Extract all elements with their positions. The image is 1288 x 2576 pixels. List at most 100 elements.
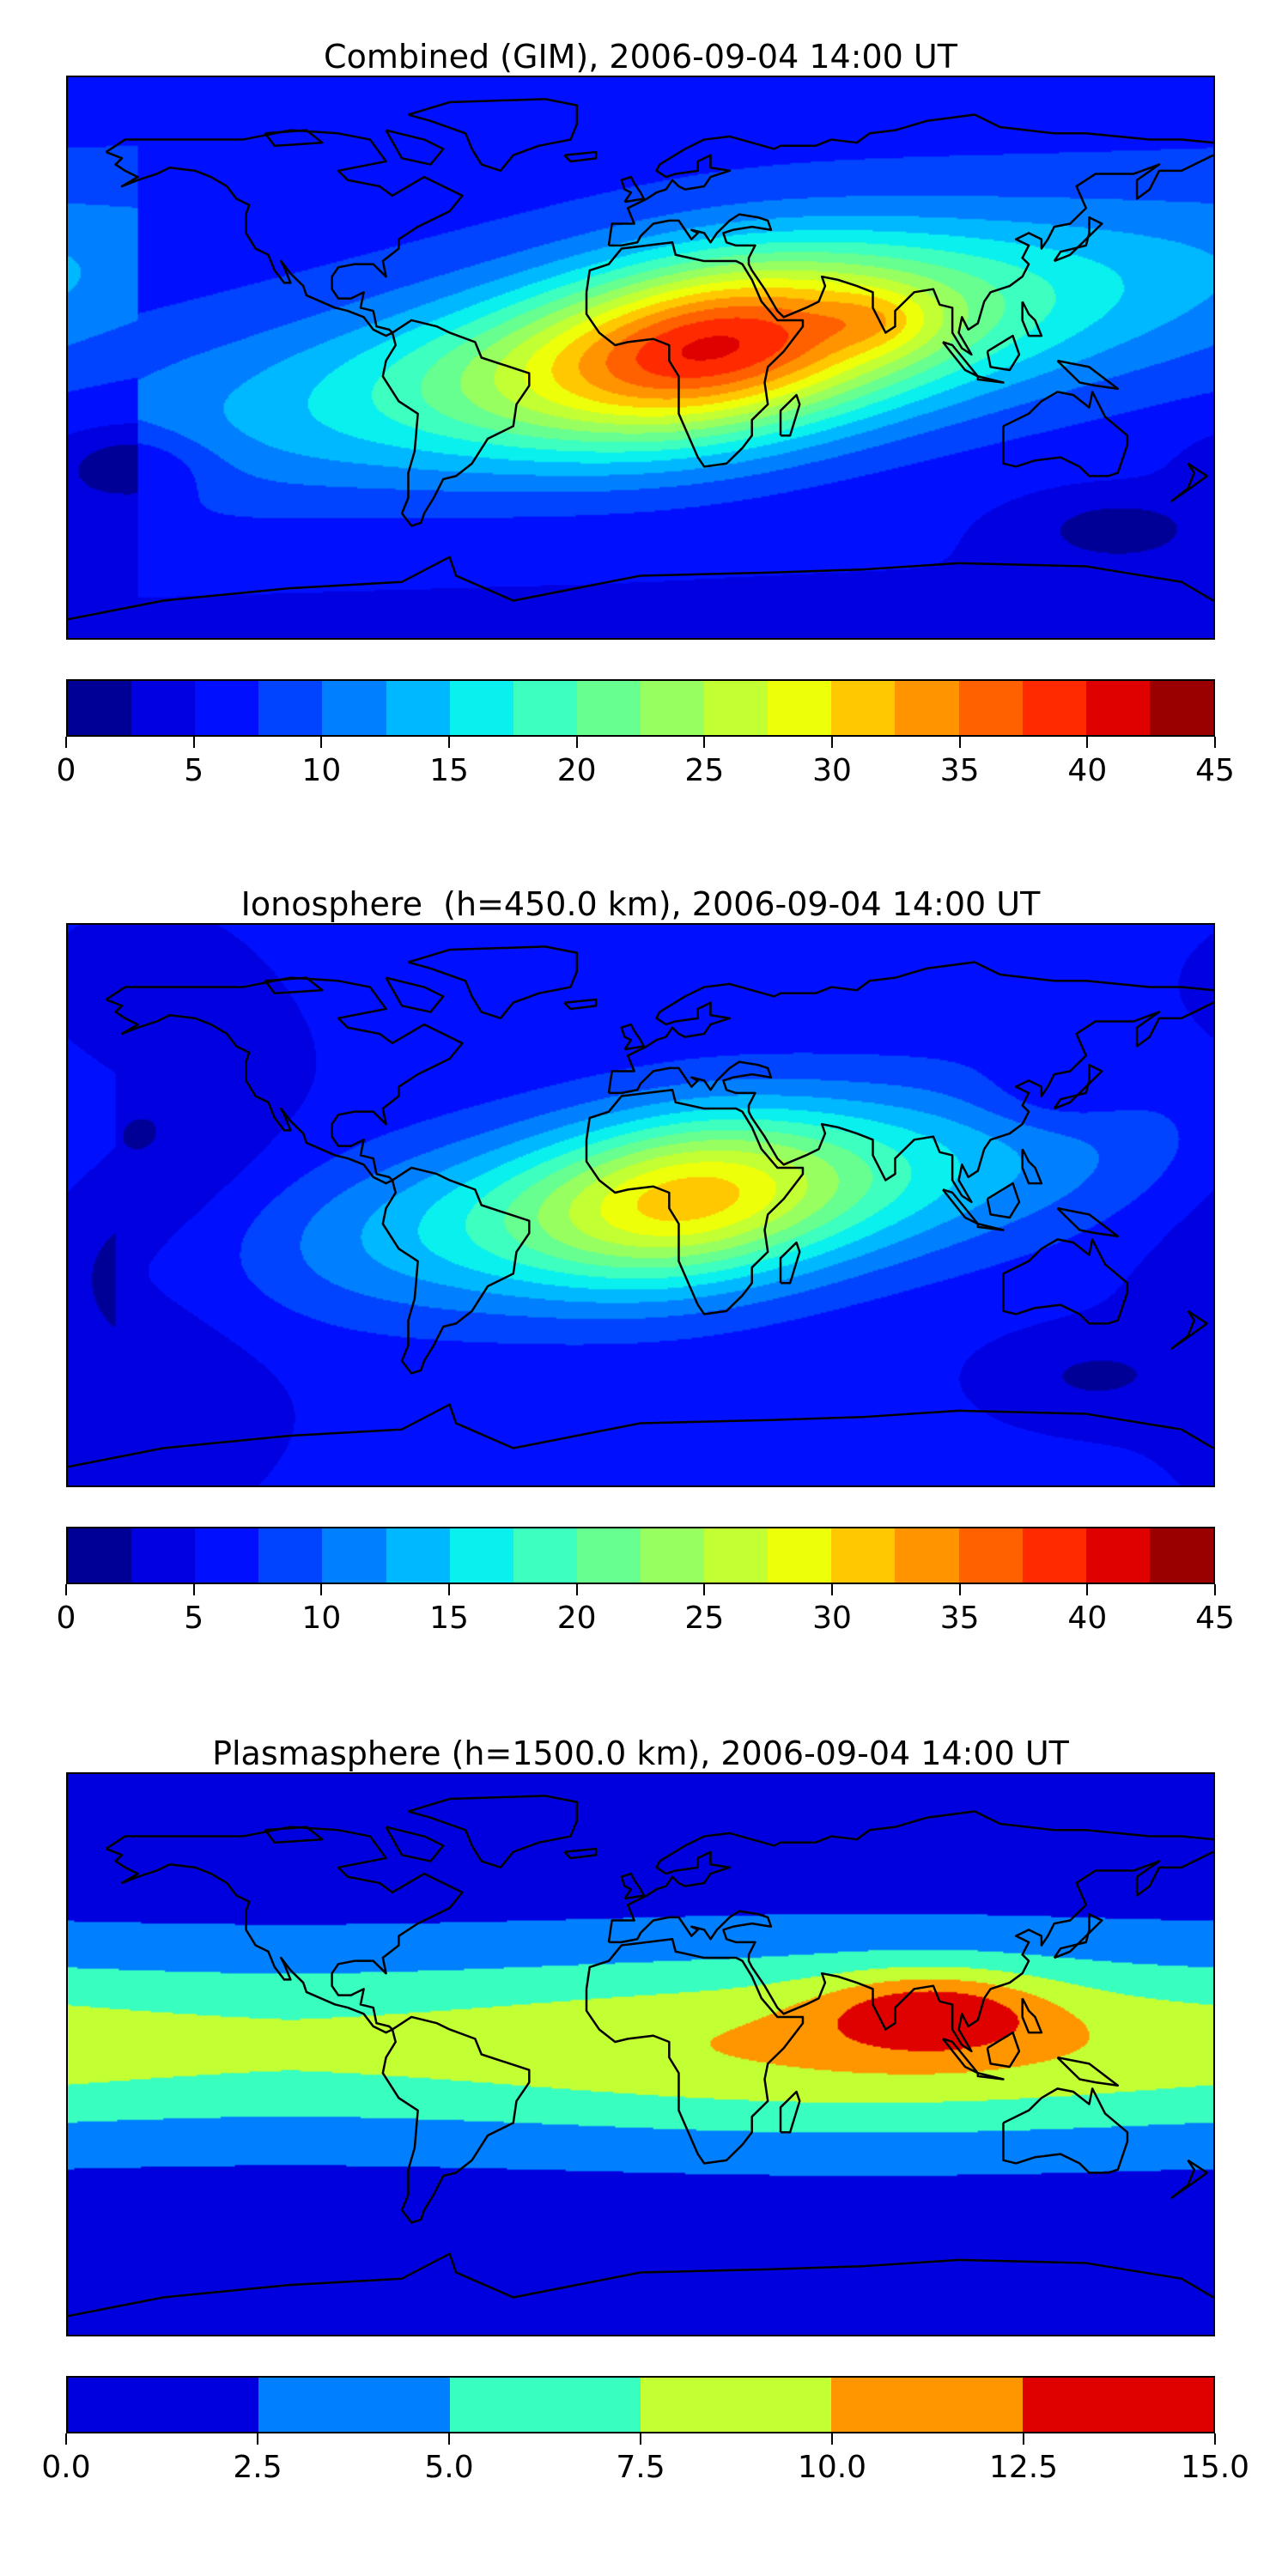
coastline	[609, 115, 1213, 246]
coastline	[609, 1812, 1213, 1942]
colorbar-tick-label: 45	[1195, 1601, 1235, 1636]
coastline	[1172, 1311, 1207, 1349]
coastline	[1172, 464, 1207, 501]
colorbar-tick-label: 25	[684, 1601, 725, 1636]
coastlines	[68, 925, 1213, 1485]
coastline	[622, 177, 644, 202]
ionosphere-panel: Ionosphere (h=450.0 km), 2006-09-04 14:0…	[0, 885, 1288, 1658]
coastline	[68, 557, 1213, 620]
colorbar-segment	[131, 681, 196, 735]
coastline	[386, 978, 444, 1012]
coastline	[586, 1090, 803, 1314]
colorbar-tick-label: 35	[939, 753, 980, 788]
colorbar-segment	[449, 681, 513, 735]
colorbar-segment	[640, 2378, 832, 2432]
coastline	[781, 2092, 799, 2132]
colorbar-segment	[576, 681, 641, 735]
colorbar-segment	[895, 1528, 959, 1583]
coastline	[978, 2073, 1004, 2079]
colorbar-tick-label: 0	[56, 753, 76, 788]
colorbar-tick-label: 12.5	[988, 2450, 1059, 2485]
colorbar-tick-mark	[958, 737, 961, 748]
coastline	[1057, 361, 1117, 389]
colorbar-segment	[258, 2378, 450, 2432]
colorbar	[66, 679, 1215, 737]
coastlines	[68, 77, 1213, 638]
colorbar-tick-mark	[1086, 1584, 1089, 1595]
colorbar-segment	[322, 681, 386, 735]
colorbar-tick-label: 5	[184, 1601, 204, 1636]
colorbar-segment	[68, 1528, 132, 1583]
colorbar-segment	[895, 681, 959, 735]
colorbar-tick-mark	[448, 1584, 450, 1595]
colorbar-tick-mark	[1023, 2433, 1024, 2445]
panel-title: Plasmasphere (h=1500.0 km), 2006-09-04 1…	[212, 1735, 1069, 1772]
colorbar-tick-mark	[575, 737, 578, 748]
colorbar-tick-mark	[703, 737, 706, 748]
colorbar-tick-label: 40	[1067, 1601, 1108, 1636]
panel-title: Combined (GIM), 2006-09-04 14:00 UT	[324, 38, 957, 76]
colorbar-segment	[258, 1528, 323, 1583]
coastline	[68, 2254, 1213, 2317]
colorbar-tick-mark	[831, 1584, 833, 1595]
colorbar-segment	[258, 681, 323, 735]
colorbar-segment	[1149, 681, 1213, 735]
coastline	[609, 155, 1213, 355]
coastline	[68, 1405, 1213, 1467]
coastline	[1057, 1208, 1117, 1236]
tec-map	[66, 923, 1215, 1487]
colorbar-segment	[576, 1528, 641, 1583]
colorbar-segment	[386, 1528, 450, 1583]
colorbar-tick-label: 40	[1067, 753, 1108, 788]
colorbar-tick-label: 45	[1195, 753, 1235, 788]
combined-gim-panel: Combined (GIM), 2006-09-04 14:00 UT 0 5 10…	[0, 38, 1288, 811]
tec-contour-field	[68, 925, 1213, 1485]
colorbar-segment	[704, 1528, 769, 1583]
colorbar-tick-label: 20	[556, 1601, 597, 1636]
colorbar-tick-label: 20	[556, 753, 597, 788]
coastline	[106, 978, 462, 1183]
coastline	[987, 336, 1019, 370]
coastline	[265, 1827, 323, 1843]
colorbar-tick-label: 15	[429, 753, 469, 788]
colorbar-tick-mark	[65, 737, 67, 748]
colorbar-segment	[640, 1528, 705, 1583]
colorbar-segment	[131, 1528, 196, 1583]
coastline	[564, 999, 596, 1009]
colorbar-segment	[831, 2378, 1023, 2432]
colorbar-tick-mark	[831, 2433, 833, 2445]
tec-contour-field	[68, 1774, 1213, 2335]
colorbar-segment	[1085, 1528, 1150, 1583]
colorbar-segment	[513, 681, 577, 735]
colorbar-segment	[831, 681, 896, 735]
coastline	[1023, 1149, 1042, 1183]
coastline	[1023, 1998, 1042, 2032]
colorbar-tick-mark	[703, 1584, 706, 1595]
coastline	[987, 1183, 1019, 1218]
colorbar-ticks: 0.0 2.5 5.0 7.5 10.0 12.5 15.0	[41, 2433, 1249, 2502]
colorbar	[66, 1527, 1215, 1584]
colorbar-tick-label: 30	[812, 753, 852, 788]
coastline	[1172, 2160, 1207, 2198]
colorbar-segment	[768, 681, 832, 735]
coastline	[586, 1939, 803, 2163]
coastline	[609, 963, 1213, 1093]
colorbar-segment	[1085, 681, 1150, 735]
colorbar-segment	[195, 681, 259, 735]
coastline	[609, 1003, 1213, 1202]
coastline	[1023, 301, 1042, 336]
colorbar-segment	[958, 1528, 1023, 1583]
colorbar-tick-mark	[958, 1584, 961, 1595]
coastline	[781, 1242, 799, 1283]
colorbar-tick-label: 2.5	[233, 2450, 283, 2485]
colorbar-tick-mark	[575, 1584, 578, 1595]
colorbar-ticks: 0 5 10 15 20 25 30 35 40 45	[57, 1584, 1235, 1653]
colorbar-tick-mark	[831, 737, 833, 748]
colorbar-segment	[640, 681, 705, 735]
coastline	[564, 1849, 596, 1858]
colorbar-segment	[768, 1528, 832, 1583]
colorbar-tick-label: 0	[56, 1601, 76, 1636]
coastline	[586, 242, 803, 466]
colorbar-ticks: 0 5 10 15 20 25 30 35 40 45	[57, 737, 1235, 805]
coastline	[1003, 392, 1127, 476]
